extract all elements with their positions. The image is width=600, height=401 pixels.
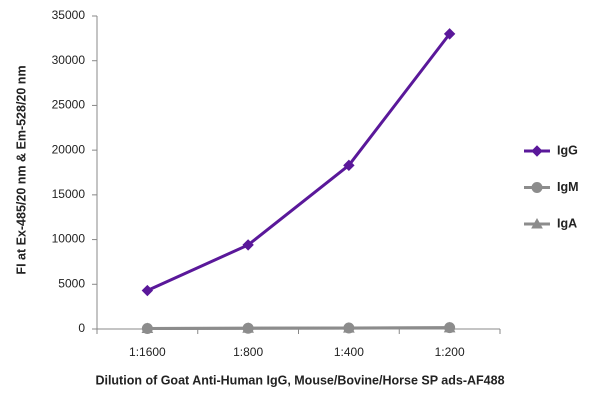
y-tick-label: 5000 <box>58 276 85 290</box>
y-tick-label: 35000 <box>52 8 86 22</box>
data-point <box>443 28 456 40</box>
x-tick-label: 1:400 <box>334 345 364 359</box>
x-tick-label: 1:800 <box>233 345 263 359</box>
y-tick-label: 30000 <box>52 53 86 67</box>
data-point <box>343 322 355 334</box>
x-tick-label: 1:1600 <box>129 345 166 359</box>
data-point <box>141 284 154 297</box>
data-point <box>242 239 254 251</box>
data-point <box>444 322 456 334</box>
series-line <box>146 32 451 292</box>
y-axis-title: FI at Ex-485/20 nm & Em-528/20 nm <box>14 65 28 274</box>
series-line <box>147 326 450 330</box>
x-axis-title: Dilution of Goat Anti-Human IgG, Mouse/B… <box>95 373 504 387</box>
legend-text: IgG <box>557 143 578 157</box>
y-tick-label: 10000 <box>52 232 86 246</box>
data-point <box>141 322 153 334</box>
legend-text: IgM <box>557 180 579 194</box>
y-tick-label: 25000 <box>52 98 86 112</box>
legend-marker <box>531 217 543 229</box>
x-tick-label: 1:200 <box>435 345 465 359</box>
data-point <box>242 322 254 334</box>
legend-text: IgA <box>557 216 577 230</box>
data-point <box>343 159 355 172</box>
legend-marker <box>531 145 543 157</box>
legend-marker <box>531 182 543 193</box>
y-tick-label: 0 <box>78 321 85 335</box>
y-tick-label: 15000 <box>52 187 86 201</box>
y-tick-label: 20000 <box>52 142 86 156</box>
